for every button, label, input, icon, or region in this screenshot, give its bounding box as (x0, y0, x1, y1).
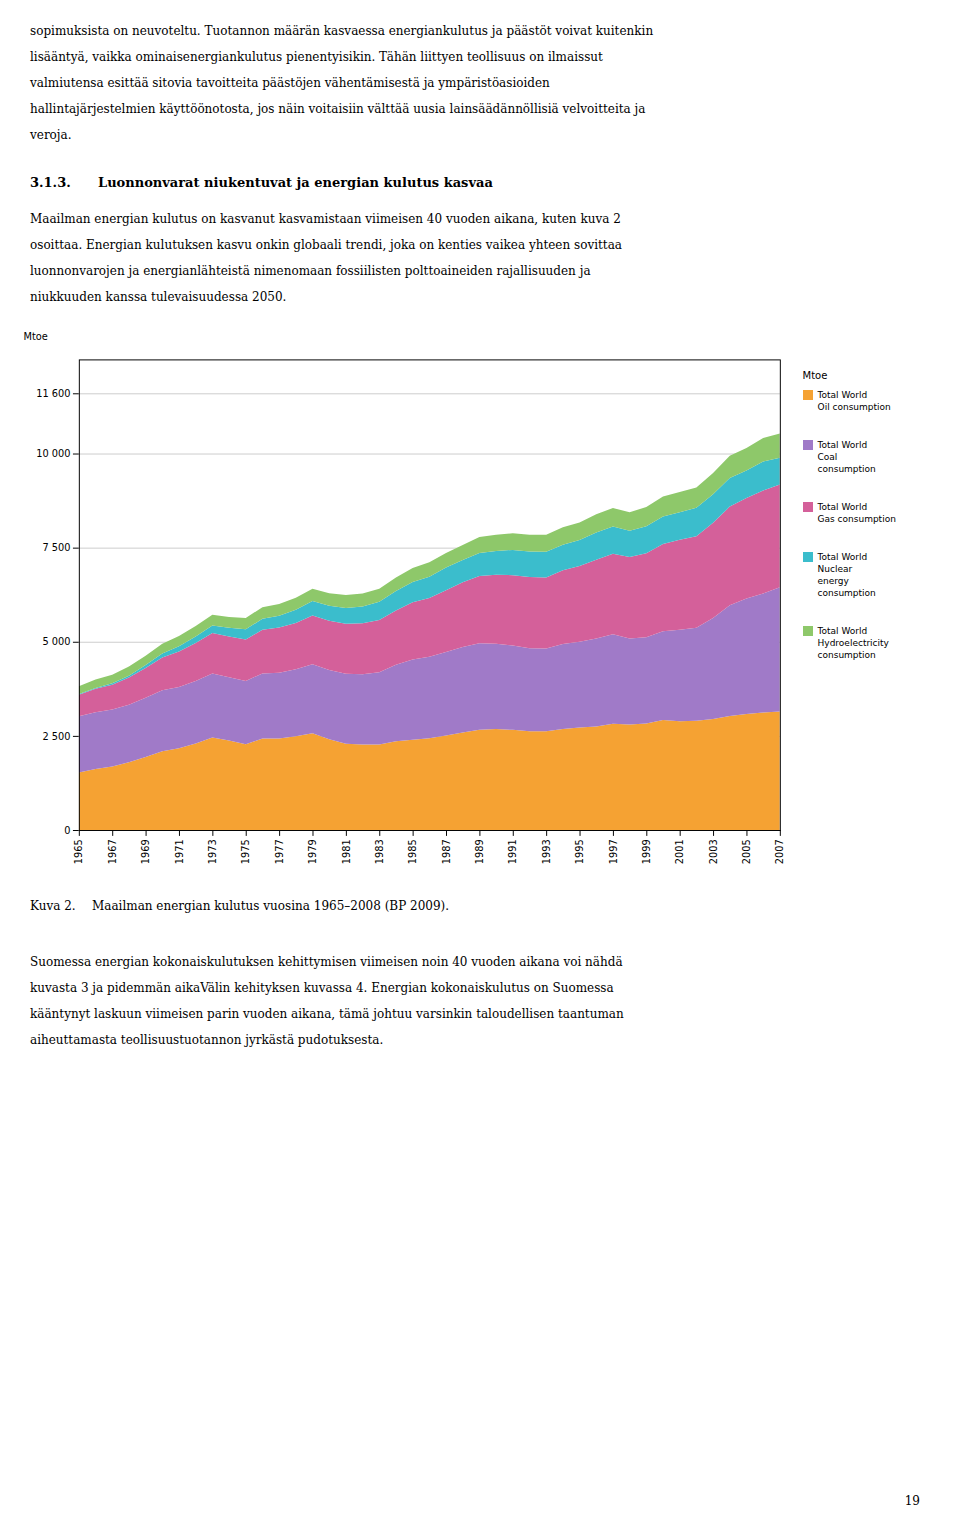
svg-text:1993: 1993 (541, 839, 552, 864)
html-text:sopimuksista on neuvoteltu. Tu: sopimuksista on neuvoteltu. Tuotannon mä… (30, 24, 654, 38)
svg-text:2007: 2007 (774, 839, 785, 864)
html-text:Mtoe: Mtoe (802, 370, 828, 381)
html-text:19: 19 (904, 1494, 920, 1508)
html-text:aiheuttamasta teollisuustuotan: aiheuttamasta teollisuustuotannon jyrkäs… (30, 1033, 384, 1047)
svg-text:1977: 1977 (274, 839, 285, 864)
svg-text:1985: 1985 (407, 839, 418, 864)
svg-text:1991: 1991 (507, 839, 518, 864)
html-text:3.1.3.: 3.1.3. (30, 175, 71, 190)
html-text:Kuva 2.: Kuva 2. (30, 899, 76, 913)
html-text:Total World Coal consumption: Total World Coal consumption (817, 440, 876, 474)
html-text:kääntynyt laskuun viimeisen pa: kääntynyt laskuun viimeisen parin vuoden… (30, 1007, 624, 1021)
svg-text:2005: 2005 (741, 839, 752, 864)
html-text:osoittaa. Energian kulutuksen: osoittaa. Energian kulutuksen kasvu onki… (30, 238, 622, 252)
html-text:lisääntyä, vaikka ominaisenerg: lisääntyä, vaikka ominaisenergiankulutus… (30, 50, 603, 64)
svg-text:1981: 1981 (341, 839, 352, 864)
svg-text:11 600: 11 600 (36, 388, 70, 399)
svg-text:7 500: 7 500 (42, 542, 70, 553)
svg-text:0: 0 (64, 825, 70, 836)
html-text:Total World Hydroelectricity c: Total World Hydroelectricity consumption (817, 626, 889, 660)
svg-text:5 000: 5 000 (42, 636, 70, 647)
svg-text:10 000: 10 000 (36, 448, 70, 459)
html-text:kuvasta 3 ja pidemmän aikaVäli: kuvasta 3 ja pidemmän aikaVälin kehityks… (30, 981, 614, 995)
html-text:niukkuuden kanssa tulevaisuude: niukkuuden kanssa tulevaisuudessa 2050. (30, 290, 287, 304)
svg-text:1979: 1979 (307, 839, 318, 864)
svg-text:1969: 1969 (140, 839, 151, 864)
svg-text:2 500: 2 500 (42, 731, 70, 742)
svg-text:2001: 2001 (674, 839, 685, 864)
svg-text:1989: 1989 (474, 839, 485, 864)
html-text:veroja.: veroja. (30, 128, 72, 142)
svg-text:1975: 1975 (240, 839, 251, 864)
svg-text:1973: 1973 (207, 839, 218, 864)
svg-text:2003: 2003 (708, 839, 719, 864)
svg-text:1995: 1995 (574, 839, 585, 864)
html-text:Maailman energian kulutus on k: Maailman energian kulutus on kasvanut ka… (30, 212, 621, 226)
svg-text:1999: 1999 (641, 839, 652, 864)
html-text:Total World Oil consumption: Total World Oil consumption (817, 390, 891, 412)
html-text:Suomessa energian kokonaiskulu: Suomessa energian kokonaiskulutuksen keh… (30, 955, 623, 969)
svg-text:1987: 1987 (441, 839, 452, 864)
svg-text:1997: 1997 (608, 839, 619, 864)
html-text:luonnonvarojen ja energianläht: luonnonvarojen ja energianlähteistä nime… (30, 264, 591, 278)
html-text:valmiutensa esittää sitovia ta: valmiutensa esittää sitovia tavoitteita … (30, 76, 550, 90)
svg-text:1983: 1983 (374, 839, 385, 864)
svg-text:1971: 1971 (174, 839, 185, 864)
svg-text:1965: 1965 (73, 839, 84, 864)
html-text:Luonnonvarat niukentuvat ja en: Luonnonvarat niukentuvat ja energian kul… (98, 175, 493, 190)
html-text:hallintajärjestelmien käyttöön: hallintajärjestelmien käyttöönotosta, jo… (30, 102, 646, 116)
svg-text:1967: 1967 (107, 839, 118, 864)
svg-text:Mtoe: Mtoe (23, 331, 47, 342)
html-text:Total World Nuclear energy con: Total World Nuclear energy consumption (817, 552, 876, 598)
html-text:Total World Gas consumption: Total World Gas consumption (817, 502, 896, 524)
html-text:Maailman energian kulutus vuos: Maailman energian kulutus vuosina 1965–2… (92, 899, 450, 913)
